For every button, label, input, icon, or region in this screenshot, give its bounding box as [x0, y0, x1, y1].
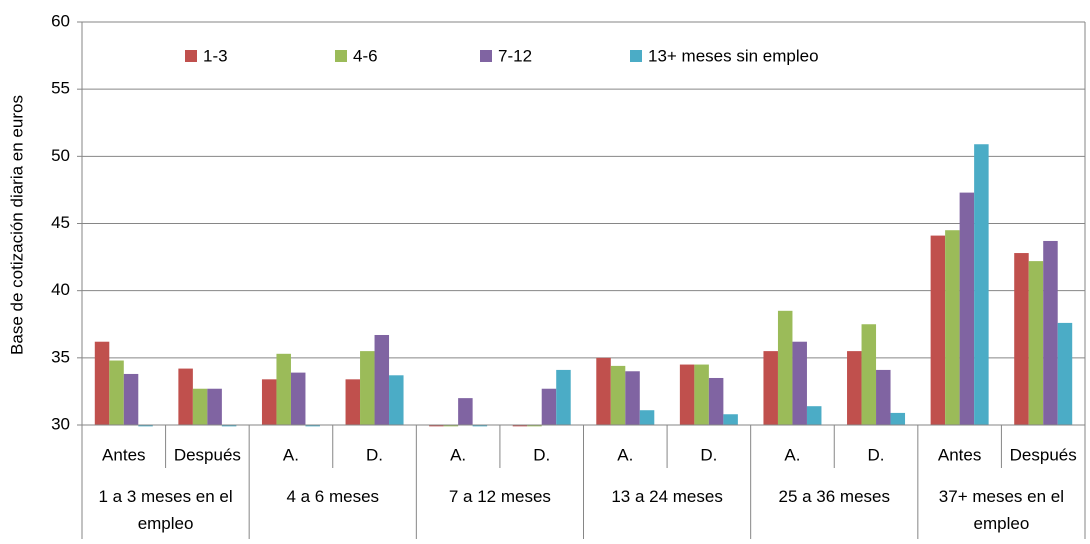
bar [1043, 240, 1058, 425]
bar [109, 360, 124, 425]
bar [527, 425, 542, 427]
group-label-line: 1 a 3 meses en el [98, 487, 232, 506]
bar [1028, 261, 1044, 425]
group-label-line: 25 a 36 meses [778, 487, 890, 506]
bar [443, 425, 459, 427]
bar [610, 365, 626, 425]
legend-swatch [630, 50, 642, 62]
x-tick-label: Antes [102, 445, 145, 464]
bar [123, 373, 139, 425]
bar [345, 379, 361, 425]
bar [290, 372, 306, 425]
group-label-line: 4 a 6 meses [286, 487, 379, 506]
y-tick-label: 50 [51, 146, 70, 165]
group-label-line: 13 a 24 meses [611, 487, 723, 506]
bar [708, 377, 724, 425]
bar [94, 341, 110, 425]
bar [679, 364, 695, 425]
legend-swatch [335, 50, 347, 62]
bar [429, 425, 444, 427]
y-tick-label: 35 [51, 347, 70, 366]
bar [763, 351, 778, 425]
x-tick-label: Después [1010, 445, 1077, 464]
bar [792, 341, 807, 425]
bar [472, 425, 488, 427]
x-tick-label: A. [617, 445, 633, 464]
x-tick-label: A. [450, 445, 466, 464]
y-tick-label: 45 [51, 213, 70, 232]
bar [512, 425, 528, 427]
bar [890, 412, 906, 425]
bar [974, 144, 989, 425]
x-tick-label: A. [283, 445, 299, 464]
bar [374, 334, 390, 425]
group-label: 7 a 12 meses [449, 487, 551, 506]
bar [1057, 322, 1073, 425]
y-tick-label: 60 [51, 11, 70, 30]
legend-swatch [185, 50, 197, 62]
bar [861, 324, 877, 425]
bar [806, 406, 822, 425]
x-tick-label: Después [174, 445, 241, 464]
group-label: 4 a 6 meses [286, 487, 379, 506]
x-tick-label: D. [366, 445, 383, 464]
bar [959, 192, 975, 425]
bar [360, 351, 375, 425]
bar [207, 388, 222, 425]
bar [261, 379, 277, 425]
bar [945, 230, 960, 425]
group-label: 1 a 3 meses en el empleo [98, 487, 232, 533]
bar [138, 425, 153, 427]
group-label: 13 a 24 meses [611, 487, 723, 506]
legend-swatch [480, 50, 492, 62]
bar [625, 371, 640, 425]
bar [694, 364, 709, 425]
group-label-line: empleo [974, 514, 1030, 533]
x-tick-label: A. [784, 445, 800, 464]
bar [221, 425, 237, 427]
bar [276, 353, 291, 425]
legend-label: 4-6 [353, 46, 378, 65]
group-label-line: empleo [138, 514, 194, 533]
y-axis-label: Base de cotización diaria en euros [7, 95, 26, 355]
bar [639, 410, 655, 425]
bar [777, 310, 793, 425]
bar [556, 369, 571, 425]
y-tick-label: 40 [51, 280, 70, 299]
legend-label: 7-12 [498, 46, 532, 65]
y-tick-label: 30 [51, 414, 70, 433]
bar [930, 235, 946, 425]
legend-label: 1-3 [203, 46, 228, 65]
bar [389, 375, 404, 425]
bar [723, 414, 738, 425]
x-tick-label: D. [533, 445, 550, 464]
x-tick-label: Antes [938, 445, 981, 464]
legend-label: 13+ meses sin empleo [648, 46, 819, 65]
bar [1014, 253, 1029, 425]
bar [458, 398, 473, 425]
bar [596, 357, 611, 425]
bar [541, 388, 557, 425]
bar [847, 351, 862, 425]
x-tick-label: D. [868, 445, 885, 464]
bar [192, 388, 208, 425]
bar [305, 425, 320, 427]
bar [178, 368, 193, 425]
group-label-line: 37+ meses en el [939, 487, 1064, 506]
group-label: 37+ meses en el empleo [939, 487, 1064, 533]
group-label-line: 7 a 12 meses [449, 487, 551, 506]
y-tick-label: 55 [51, 79, 70, 98]
x-tick-label: D. [700, 445, 717, 464]
group-label: 25 a 36 meses [778, 487, 890, 506]
bar [876, 369, 891, 425]
